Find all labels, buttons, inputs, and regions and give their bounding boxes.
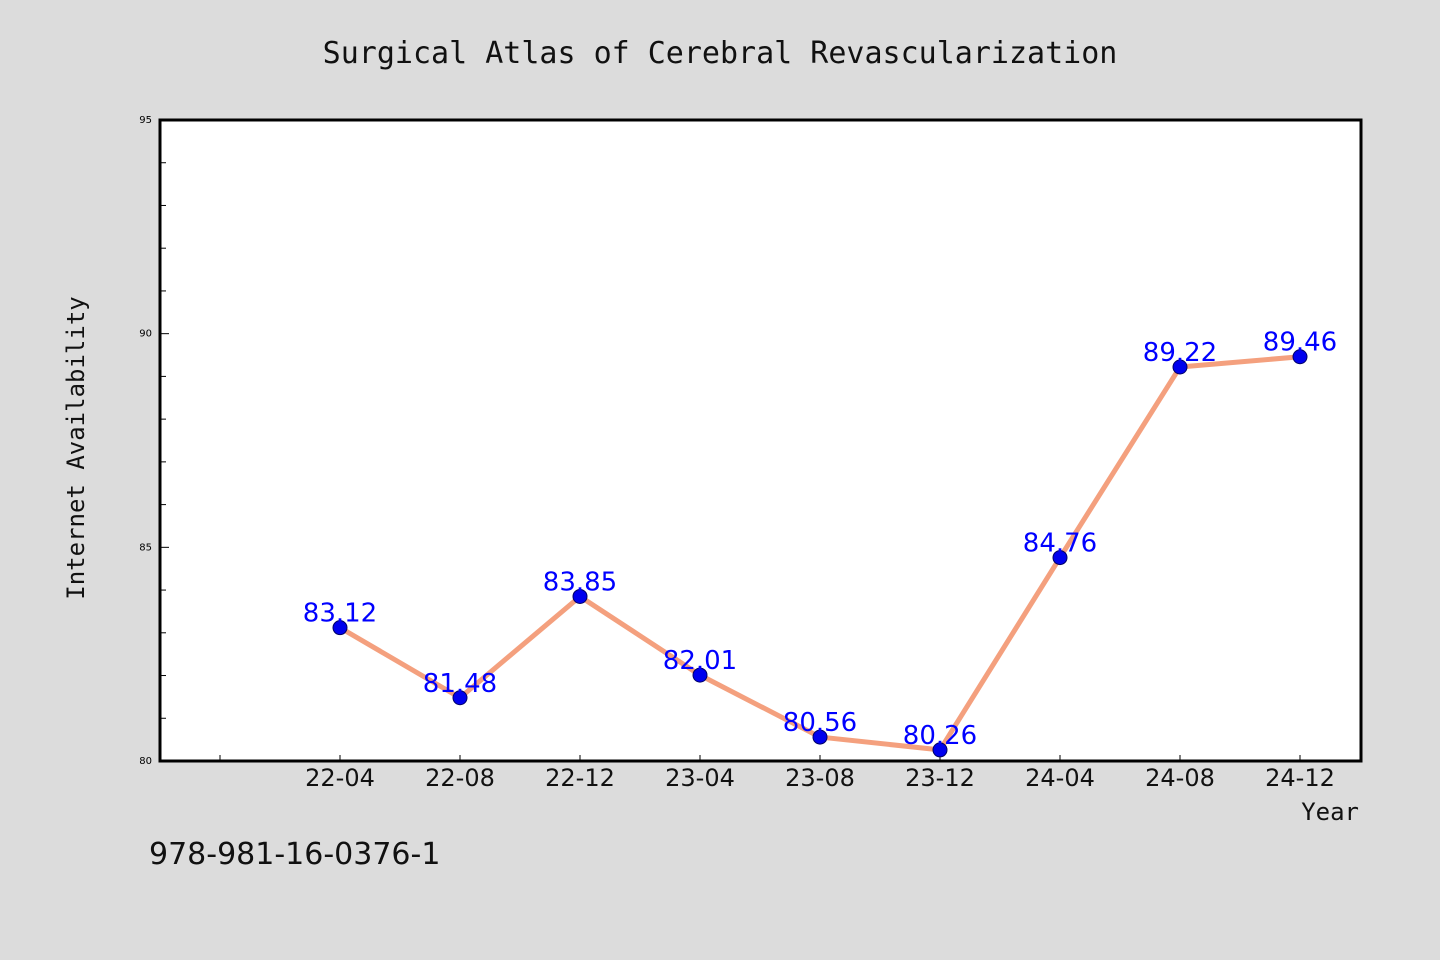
data-label: 80.26	[903, 721, 977, 751]
data-point	[452, 690, 468, 706]
data-label: 89.46	[1263, 328, 1337, 358]
x-tick-label: 22-04	[305, 764, 375, 792]
x-axis-label: Year	[1301, 798, 1359, 826]
data-point	[572, 588, 588, 604]
x-tick-label: 24-12	[1265, 764, 1335, 792]
data-label: 83.12	[303, 599, 377, 629]
data-label: 83.85	[543, 567, 617, 597]
x-tick-label: 22-12	[545, 764, 615, 792]
isbn-footer: 978-981-16-0376-1	[149, 837, 440, 872]
data-point	[1052, 550, 1068, 566]
x-tick-label: 23-04	[665, 764, 735, 792]
x-tick-label: 24-04	[1025, 764, 1095, 792]
data-label: 89.22	[1143, 338, 1217, 368]
data-point	[932, 742, 948, 758]
plot-frame	[158, 118, 1363, 763]
data-label: 82.01	[663, 646, 737, 676]
data-point	[1292, 349, 1308, 365]
data-point	[812, 729, 828, 745]
y-tick-labels: 80 85 90 95	[139, 115, 152, 767]
x-tick-label: 22-08	[425, 764, 495, 792]
y-tick-label: 90	[139, 329, 152, 340]
data-label: 84.76	[1023, 529, 1097, 559]
x-tick-labels: 22-04 22-08 22-12 23-04 23-08 23-12 24-04 24-08…	[305, 764, 1335, 792]
plot-area	[160, 120, 1361, 761]
x-tick-label: 24-08	[1145, 764, 1215, 792]
data-point	[332, 620, 348, 636]
y-axis-label: Internet Availability	[62, 296, 90, 599]
data-point	[1172, 359, 1188, 375]
data-points	[332, 349, 1308, 758]
x-tick-label: 23-08	[785, 764, 855, 792]
data-point	[692, 667, 708, 683]
data-label: 80.56	[783, 708, 857, 738]
y-tick-label: 95	[139, 115, 152, 126]
chart-title: Surgical Atlas of Cerebral Revasculariza…	[323, 36, 1118, 71]
y-tick-label: 80	[139, 756, 152, 767]
data-labels: 83.12 81.48 83.85 82.01 80.56 80.26 84.76 89.22…	[303, 328, 1337, 751]
x-tick-label: 23-12	[905, 764, 975, 792]
data-label: 81.48	[423, 669, 497, 699]
y-tick-label: 85	[139, 542, 152, 553]
